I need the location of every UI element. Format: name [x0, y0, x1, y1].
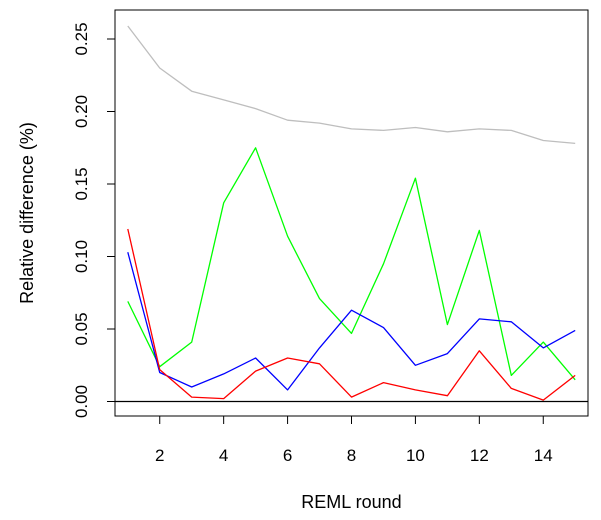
x-tick-label: 10: [406, 446, 425, 465]
x-axis: 2 4 6 8 10 12 14: [155, 415, 553, 465]
y-tick-label: 0.05: [72, 312, 91, 345]
y-tick-label: 0.25: [72, 22, 91, 55]
y-tick-label: 0.10: [72, 240, 91, 273]
series-line-4: [127, 228, 576, 401]
y-axis-title: Relative difference (%): [17, 122, 37, 304]
x-axis-title: REML round: [301, 492, 401, 512]
x-tick-label: 2: [155, 446, 164, 465]
series-line-1: [127, 25, 576, 145]
x-tick-label: 12: [470, 446, 489, 465]
y-tick-label: 0.15: [72, 167, 91, 200]
y-axis: 0.00 0.05 0.10 0.15 0.20 0.25: [72, 22, 116, 418]
series-layer: [127, 25, 576, 401]
series-line-3: [127, 252, 576, 391]
x-tick-label: 14: [534, 446, 553, 465]
y-tick-label: 0.00: [72, 385, 91, 418]
x-tick-label: 8: [347, 446, 356, 465]
x-tick-label: 6: [283, 446, 292, 465]
x-tick-label: 4: [219, 446, 228, 465]
series-line-2: [127, 147, 576, 381]
y-tick-label: 0.20: [72, 95, 91, 128]
